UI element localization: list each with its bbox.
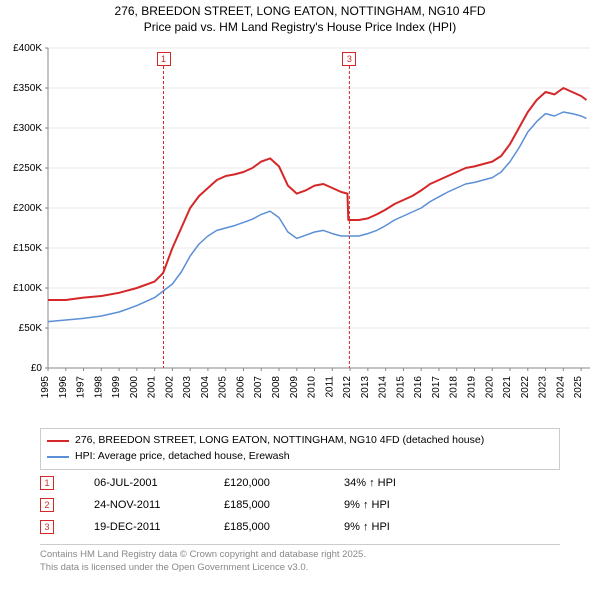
sale-price: £185,000 bbox=[224, 499, 304, 511]
svg-text:2003: 2003 bbox=[182, 376, 193, 399]
footer-line-2: This data is licensed under the Open Gov… bbox=[40, 562, 560, 575]
svg-text:2019: 2019 bbox=[466, 376, 477, 399]
svg-text:2021: 2021 bbox=[502, 376, 513, 399]
svg-text:2008: 2008 bbox=[271, 376, 282, 399]
svg-text:1999: 1999 bbox=[111, 376, 122, 399]
svg-text:2022: 2022 bbox=[520, 376, 531, 399]
svg-text:2017: 2017 bbox=[431, 376, 442, 399]
sale-marker-icon: 3 bbox=[40, 520, 54, 534]
sale-marker-icon: 1 bbox=[40, 476, 54, 490]
svg-text:2024: 2024 bbox=[555, 376, 566, 399]
svg-text:1996: 1996 bbox=[58, 376, 69, 399]
svg-text:2013: 2013 bbox=[360, 376, 371, 399]
svg-text:2014: 2014 bbox=[378, 376, 389, 399]
sale-date: 24-NOV-2011 bbox=[94, 499, 184, 511]
svg-text:2007: 2007 bbox=[253, 376, 264, 399]
sale-date: 19-DEC-2011 bbox=[94, 521, 184, 533]
legend-label: HPI: Average price, detached house, Erew… bbox=[75, 449, 290, 465]
svg-text:1998: 1998 bbox=[93, 376, 104, 399]
sale-marker-icon: 2 bbox=[40, 498, 54, 512]
legend-swatch bbox=[47, 456, 69, 458]
svg-text:1997: 1997 bbox=[76, 376, 87, 399]
chart-container: 276, BREEDON STREET, LONG EATON, NOTTING… bbox=[0, 0, 600, 590]
svg-text:2001: 2001 bbox=[147, 376, 158, 399]
legend-row-0: 276, BREEDON STREET, LONG EATON, NOTTING… bbox=[47, 433, 553, 449]
svg-text:2011: 2011 bbox=[324, 376, 335, 398]
legend-row-1: HPI: Average price, detached house, Erew… bbox=[47, 449, 553, 465]
svg-text:£350K: £350K bbox=[13, 83, 42, 94]
legend-label: 276, BREEDON STREET, LONG EATON, NOTTING… bbox=[75, 433, 484, 449]
title-block: 276, BREEDON STREET, LONG EATON, NOTTING… bbox=[0, 0, 600, 35]
svg-text:2000: 2000 bbox=[129, 376, 140, 399]
svg-text:£150K: £150K bbox=[13, 243, 42, 254]
sale-delta: 9% ↑ HPI bbox=[344, 499, 434, 511]
svg-text:2018: 2018 bbox=[449, 376, 460, 399]
svg-text:£400K: £400K bbox=[13, 43, 42, 54]
svg-text:2006: 2006 bbox=[235, 376, 246, 399]
svg-text:2016: 2016 bbox=[413, 376, 424, 399]
sale-row-1: 1 06-JUL-2001 £120,000 34% ↑ HPI bbox=[40, 472, 560, 494]
svg-text:£200K: £200K bbox=[13, 203, 42, 214]
svg-text:£100K: £100K bbox=[13, 283, 42, 294]
svg-text:2010: 2010 bbox=[307, 376, 318, 399]
svg-text:2015: 2015 bbox=[395, 376, 406, 399]
footer-line-1: Contains HM Land Registry data © Crown c… bbox=[40, 549, 560, 562]
svg-text:£300K: £300K bbox=[13, 123, 42, 134]
sale-delta: 9% ↑ HPI bbox=[344, 521, 434, 533]
svg-text:2020: 2020 bbox=[484, 376, 495, 399]
title-line-2: Price paid vs. HM Land Registry's House … bbox=[0, 20, 600, 36]
line-chart-svg: £0 £50K £100K £150K £200K £250K £300K £350K £400… bbox=[0, 40, 600, 420]
sales-table: 1 06-JUL-2001 £120,000 34% ↑ HPI 2 24-NOV-201… bbox=[40, 472, 560, 538]
svg-text:2025: 2025 bbox=[573, 376, 584, 399]
svg-text:2023: 2023 bbox=[538, 376, 549, 399]
sale-price: £120,000 bbox=[224, 477, 304, 489]
svg-text:2009: 2009 bbox=[289, 376, 300, 399]
sale-delta: 34% ↑ HPI bbox=[344, 477, 434, 489]
series-property bbox=[48, 88, 586, 300]
legend: 276, BREEDON STREET, LONG EATON, NOTTING… bbox=[40, 428, 560, 470]
sale-date: 06-JUL-2001 bbox=[94, 477, 184, 489]
footer: Contains HM Land Registry data © Crown c… bbox=[40, 544, 560, 575]
svg-text:2005: 2005 bbox=[218, 376, 229, 399]
svg-text:£250K: £250K bbox=[13, 163, 42, 174]
chart-area: £0 £50K £100K £150K £200K £250K £300K £350K £400… bbox=[0, 40, 600, 420]
sale-price: £185,000 bbox=[224, 521, 304, 533]
sale-row-2: 2 24-NOV-2011 £185,000 9% ↑ HPI bbox=[40, 494, 560, 516]
sale-marker-3: 3 bbox=[342, 52, 356, 66]
svg-text:2002: 2002 bbox=[164, 376, 175, 399]
legend-swatch bbox=[47, 440, 69, 442]
title-line-1: 276, BREEDON STREET, LONG EATON, NOTTING… bbox=[0, 4, 600, 20]
sale-row-3: 3 19-DEC-2011 £185,000 9% ↑ HPI bbox=[40, 516, 560, 538]
svg-text:1995: 1995 bbox=[40, 376, 51, 399]
svg-text:2012: 2012 bbox=[342, 376, 353, 399]
svg-text:£50K: £50K bbox=[19, 323, 43, 334]
sale-marker-1: 1 bbox=[157, 52, 171, 66]
svg-text:£0: £0 bbox=[31, 363, 43, 374]
svg-text:2004: 2004 bbox=[200, 376, 211, 399]
